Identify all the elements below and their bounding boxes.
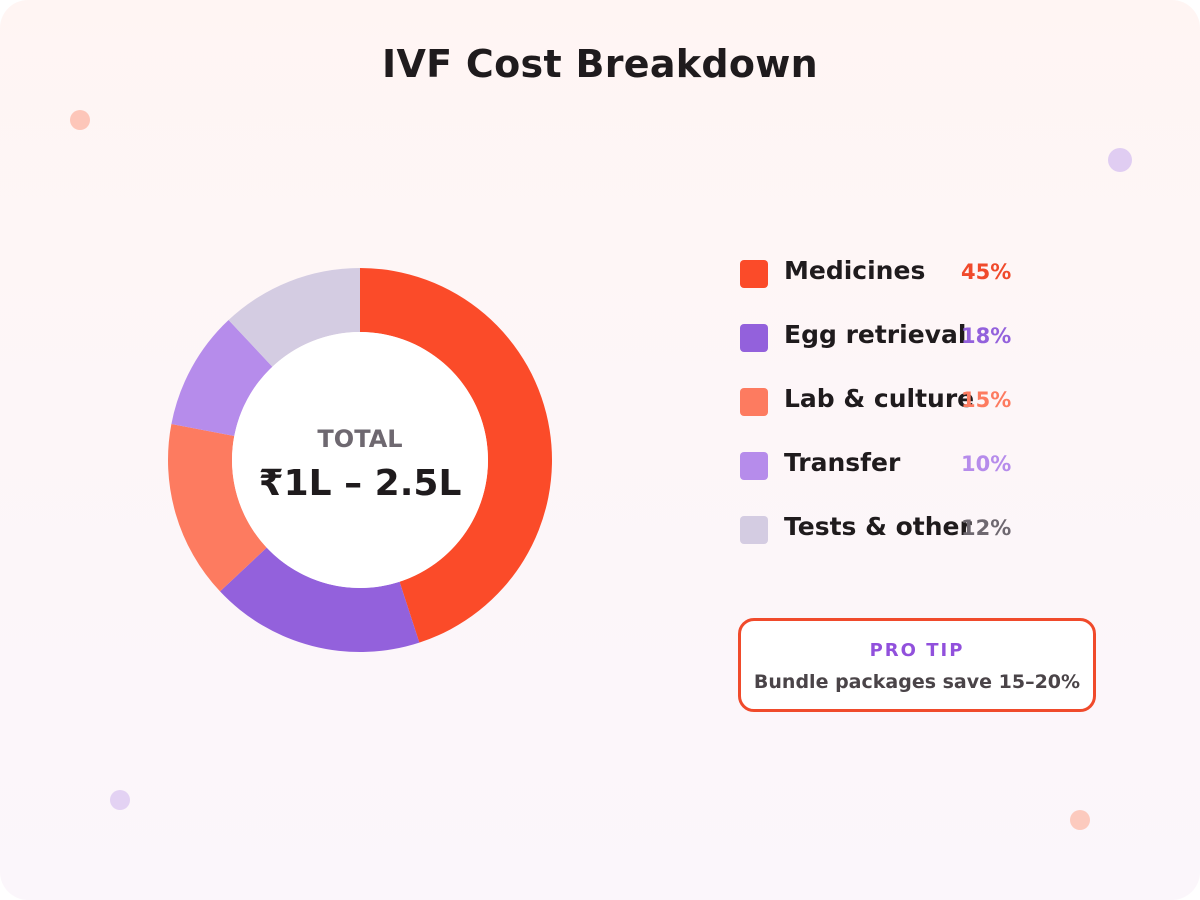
legend-label: Tests & other <box>784 512 972 541</box>
legend-percentage: 15% <box>961 388 1012 412</box>
legend-percentage: 18% <box>961 324 1012 348</box>
legend-swatch <box>740 516 768 544</box>
pro-tip-title: PRO TIP <box>869 640 965 661</box>
legend-percentage: 45% <box>961 260 1012 284</box>
legend-percentage: 12% <box>961 516 1012 540</box>
donut-slice-medicines <box>360 268 553 643</box>
legend-swatch <box>740 324 768 352</box>
legend-swatch <box>740 452 768 480</box>
legend-swatch <box>740 388 768 416</box>
decor-dot-top-left <box>70 110 90 130</box>
legend-swatch <box>740 260 768 288</box>
decor-dot-bottom-right <box>1070 810 1090 830</box>
decor-dot-bottom-left <box>110 790 130 810</box>
donut-slice-tests-other <box>228 268 360 367</box>
donut-slice-egg-retrieval <box>220 547 420 652</box>
legend-percentage: 10% <box>961 452 1012 476</box>
donut-slice-lab-culture <box>168 424 267 592</box>
center-total-label: TOTAL <box>317 425 402 453</box>
legend-label: Transfer <box>784 448 901 477</box>
decor-dot-top-right <box>1108 148 1132 172</box>
center-total-value: ₹1L – 2.5L <box>259 463 462 504</box>
pro-tip-box: PRO TIP Bundle packages save 15–20% <box>738 618 1096 712</box>
pro-tip-text: Bundle packages save 15–20% <box>753 671 1081 693</box>
legend-label: Lab & culture <box>784 384 975 413</box>
donut-slice-transfer <box>171 320 273 437</box>
donut-hole <box>232 332 488 588</box>
chart-title: IVF Cost Breakdown <box>382 42 818 86</box>
legend-label: Medicines <box>784 256 926 285</box>
donut-slices <box>168 268 553 652</box>
legend-label: Egg retrieval <box>784 320 967 349</box>
